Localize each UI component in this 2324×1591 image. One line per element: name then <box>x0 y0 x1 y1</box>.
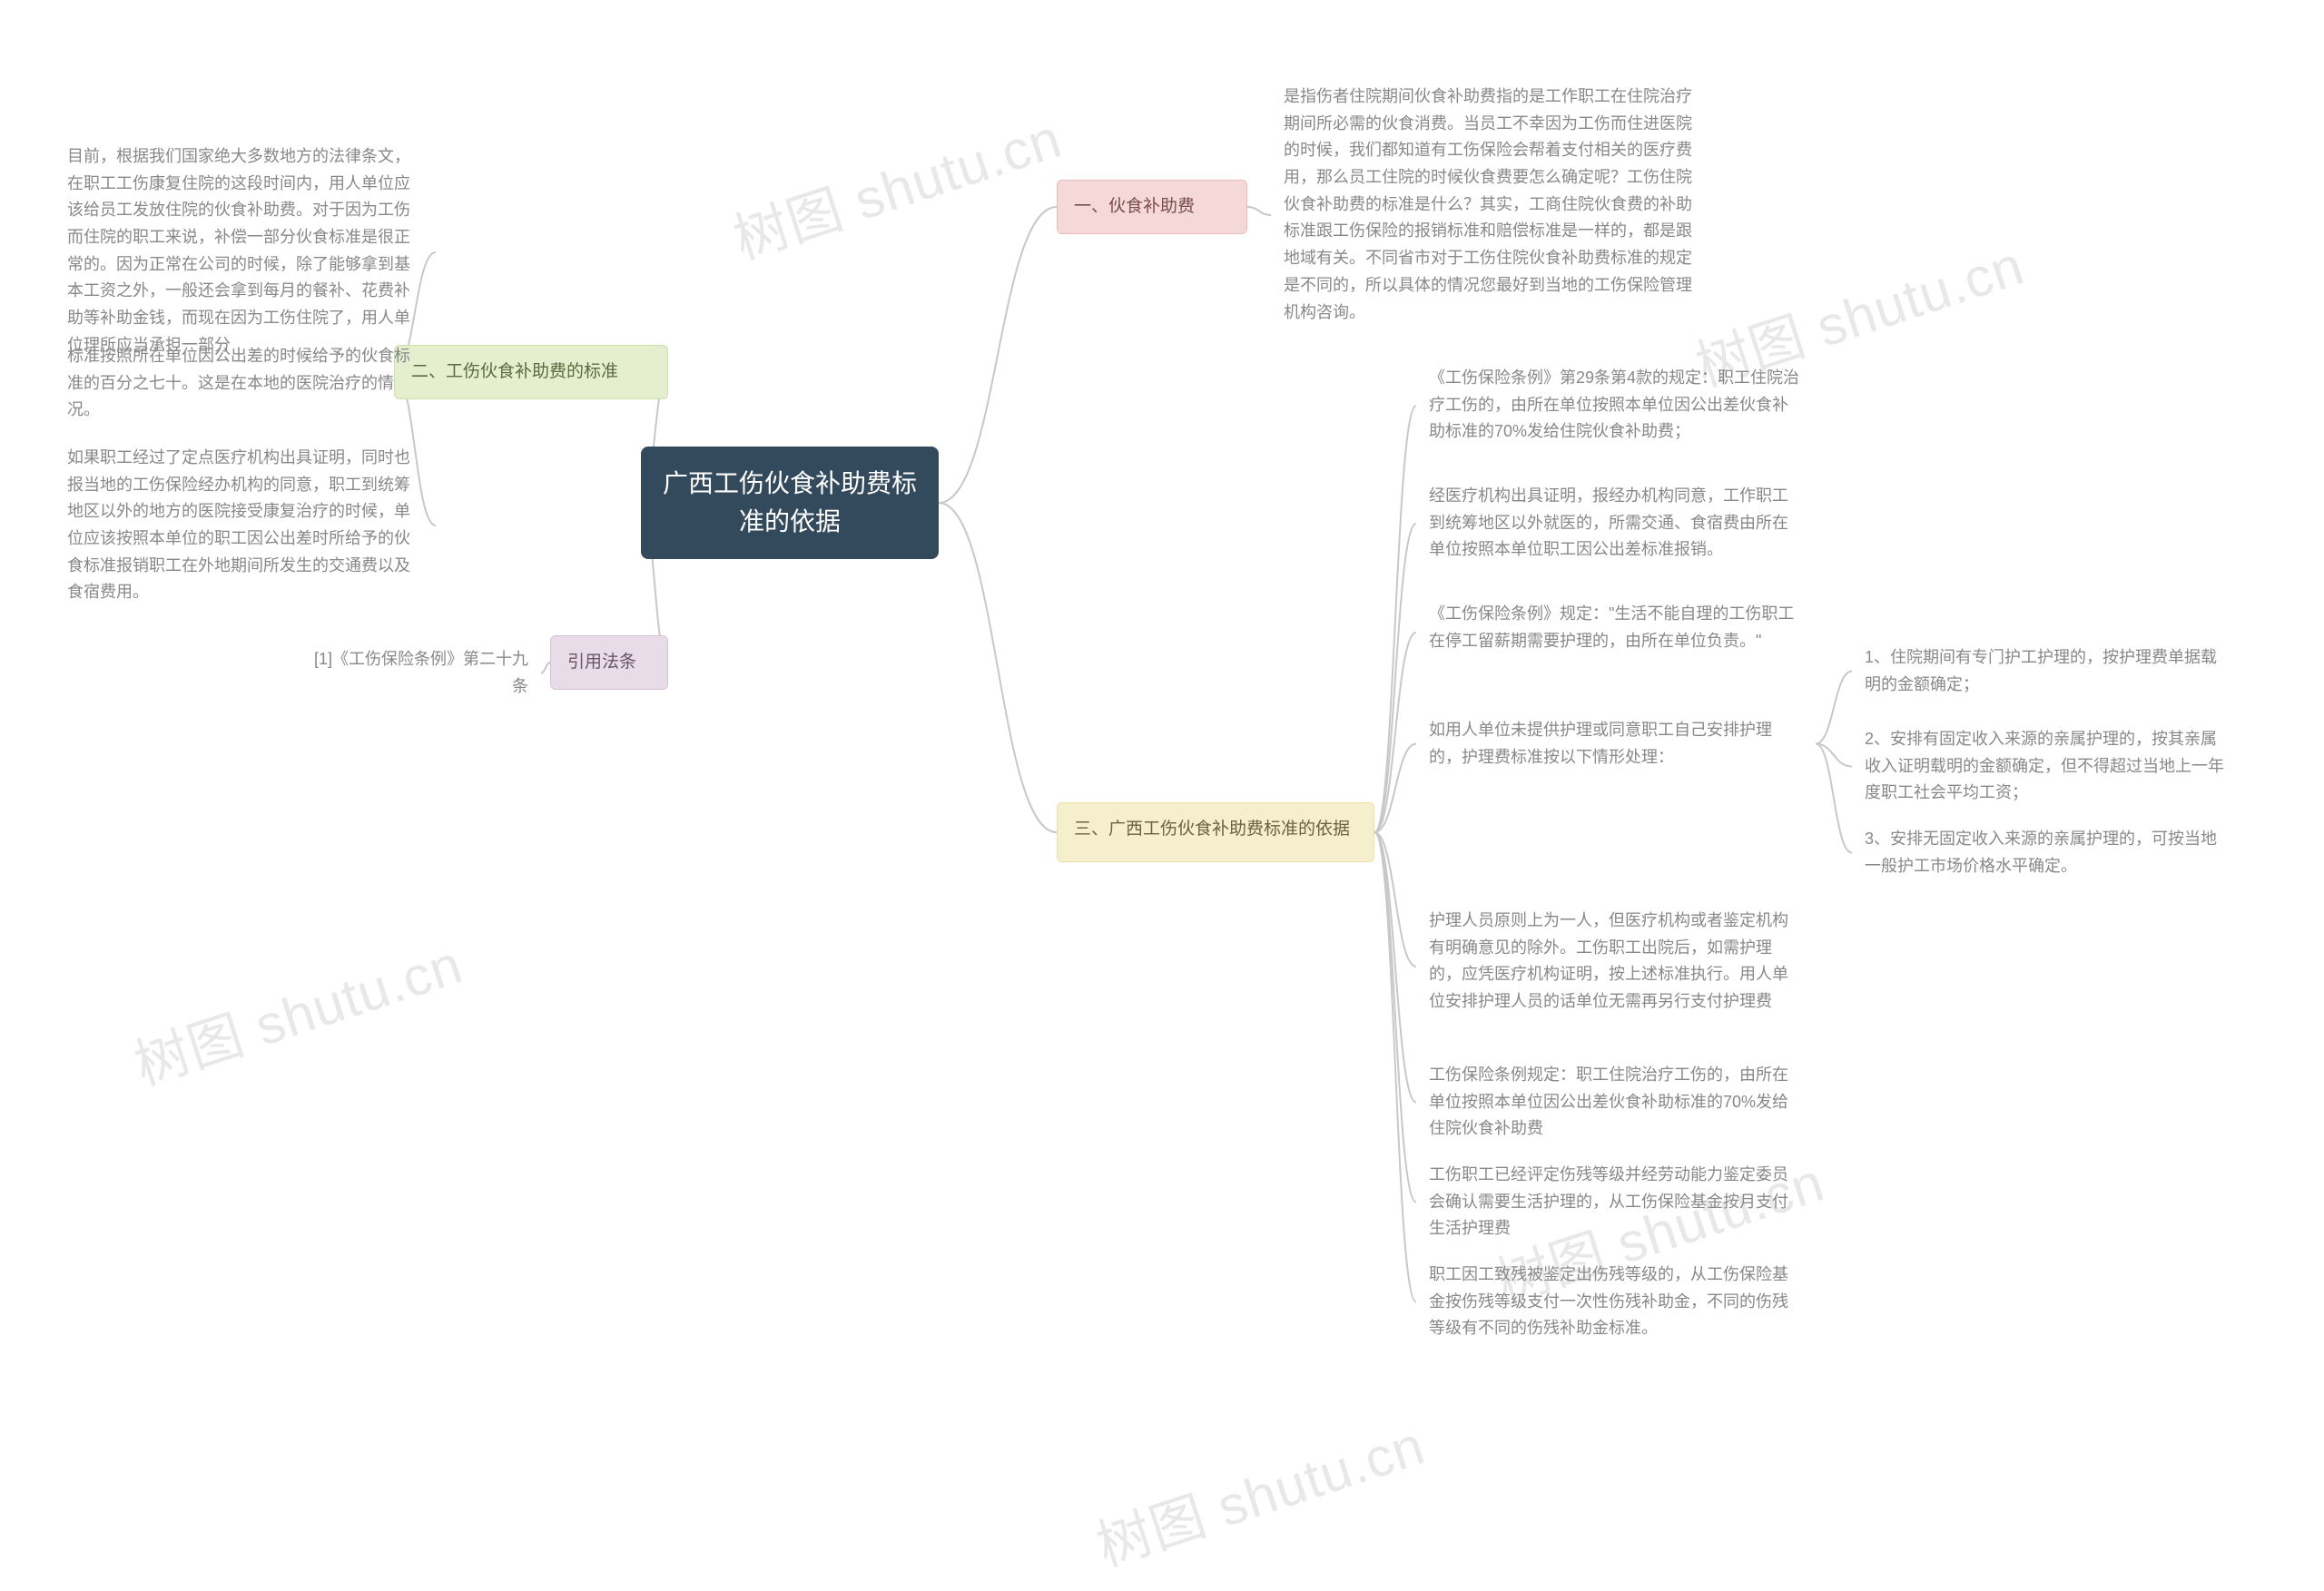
leaf-b3-4: 如用人单位未提供护理或同意职工自己安排护理的，护理费标准按以下情形处理： <box>1416 708 1816 780</box>
watermark: 树图 shutu.cn <box>1086 1401 1433 1581</box>
branch-1: 一、伙食补助费 <box>1057 180 1247 234</box>
leaf-b2-2: 标准按照所在单位因公出差的时候给予的伙食标准的百分之七十。这是在本地的医院治疗的… <box>54 334 436 433</box>
leaf-b2-3: 如果职工经过了定点医疗机构出具证明，同时也报当地的工伤保险经办机构的同意，职工到… <box>54 436 436 615</box>
leaf-b1-1: 是指伤者住院期间伙食补助费指的是工作职工在住院治疗期间所必需的伙食消费。当员工不… <box>1271 74 1707 356</box>
leaf-b3-5: 护理人员原则上为一人，但医疗机构或者鉴定机构有明确意见的除外。工伤职工出院后，如… <box>1416 899 1816 1035</box>
root-node: 广西工伤伙食补助费标准的依据 <box>641 447 939 559</box>
leaf-b3-3: 《工伤保险条例》规定："生活不能自理的工伤职工在停工留薪期需要护理的，由所在单位… <box>1416 592 1816 673</box>
leaf-b3-4-3: 3、安排无固定收入来源的亲属护理的，可按当地一般护工市场价格水平确定。 <box>1852 817 2242 889</box>
leaf-b3-2: 经医疗机构出具证明，报经办机构同意，工作职工到统筹地区以外就医的，所需交通、食宿… <box>1416 474 1816 574</box>
branch-4: 引用法条 <box>550 635 668 690</box>
leaf-b3-4-1: 1、住院期间有专门护工护理的，按护理费单据载明的金额确定； <box>1852 635 2242 707</box>
leaf-b3-8: 职工因工致残被鉴定出伤残等级的，从工伤保险基金按伤残等级支付一次性伤残补助金，不… <box>1416 1252 1816 1351</box>
leaf-b3-7: 工伤职工已经评定伤残等级并经劳动能力鉴定委员会确认需要生活护理的，从工伤保险基金… <box>1416 1153 1816 1252</box>
leaf-b3-6: 工伤保险条例规定：职工住院治疗工伤的，由所在单位按照本单位因公出差伙食补助标准的… <box>1416 1053 1816 1152</box>
leaf-b3-1: 《工伤保险条例》第29条第4款的规定：职工住院治疗工伤的，由所在单位按照本单位因… <box>1416 356 1816 456</box>
watermark: 树图 shutu.cn <box>123 920 471 1100</box>
leaf-b3-4-2: 2、安排有固定收入来源的亲属护理的，按其亲属收入证明载明的金额确定，但不得超过当… <box>1852 717 2242 816</box>
leaf-b4-1: [1]《工伤保险条例》第二十九条 <box>287 637 541 709</box>
branch-3: 三、广西工伤伙食补助费标准的依据 <box>1057 802 1374 862</box>
watermark: 树图 shutu.cn <box>723 94 1070 274</box>
